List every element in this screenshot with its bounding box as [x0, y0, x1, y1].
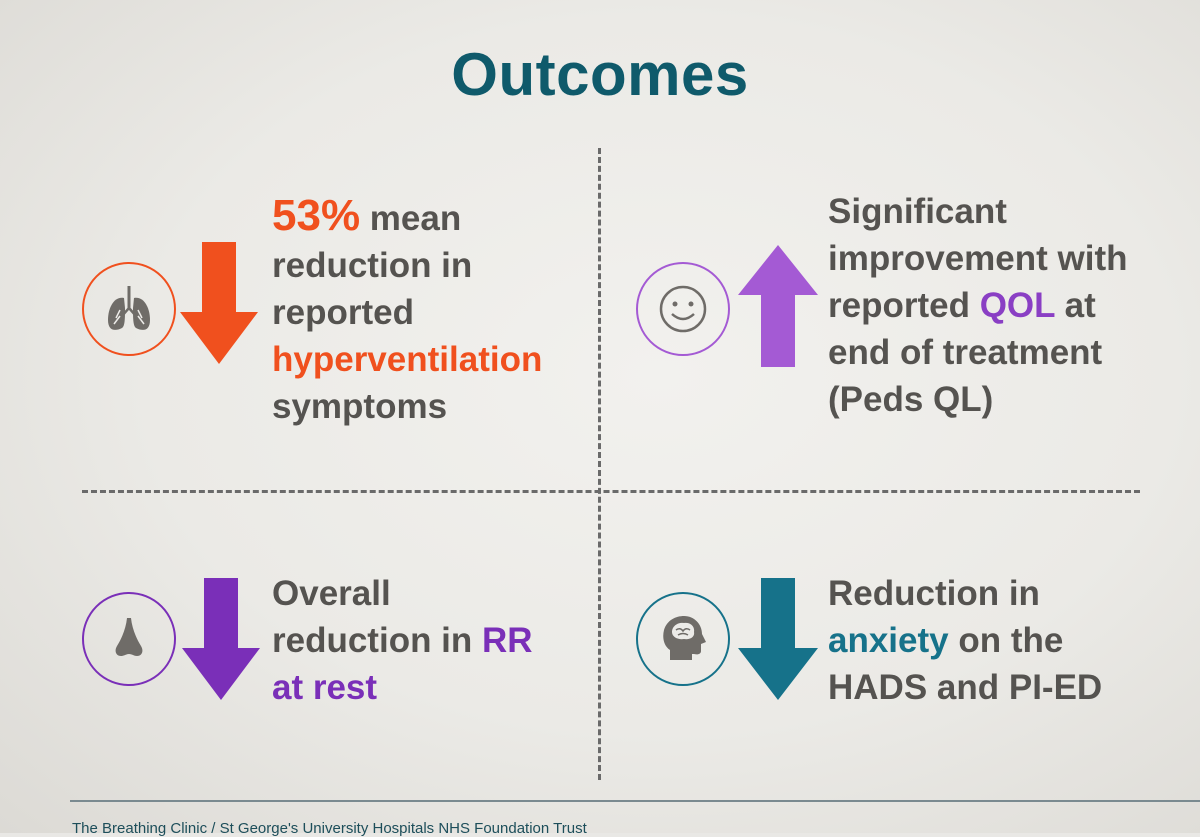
slide-title: Outcomes — [451, 41, 749, 108]
lungs-icon — [82, 262, 176, 356]
nose-icon — [82, 592, 176, 686]
arrow-down-icon — [182, 578, 260, 700]
outcome-anxiety: Reduction in anxiety on the HADS and PI-… — [828, 574, 1103, 707]
vertical-divider — [598, 148, 601, 780]
outcome-hyperventilation: 53% mean reduction in reported hypervent… — [272, 191, 543, 426]
horizontal-divider — [82, 490, 1140, 493]
footer-text: The Breathing Clinic / St George's Unive… — [72, 820, 587, 837]
arrow-down-icon — [738, 578, 818, 700]
arrow-up-icon — [738, 245, 818, 367]
percent-value: 53% — [272, 191, 361, 240]
head-brain-icon — [636, 592, 730, 686]
arrow-down-icon — [180, 242, 258, 364]
outcome-qol: Significant improvement with reported QO… — [828, 192, 1128, 419]
smiley-icon — [636, 262, 730, 356]
outcome-respiratory-rate: Overall reduction in RR at rest — [272, 574, 533, 707]
footer-divider — [70, 800, 1200, 802]
